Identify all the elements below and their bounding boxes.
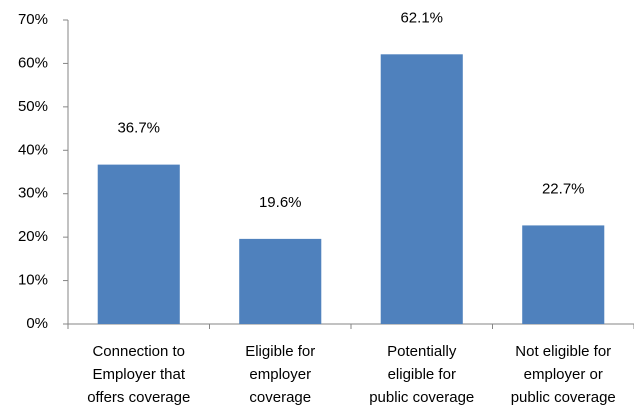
data-label: 19.6%: [259, 194, 302, 211]
bar: [97, 164, 180, 324]
y-tick-label: 10%: [18, 272, 48, 289]
bar: [522, 225, 605, 324]
bar: [239, 238, 322, 324]
x-tick-label: Not eligible for employer or public covera…: [511, 343, 616, 406]
y-tick-label: 20%: [18, 228, 48, 245]
y-tick-label: 0%: [26, 315, 48, 332]
y-tick-label: 40%: [18, 141, 48, 158]
x-tick-label: Eligible for employer coverage: [245, 343, 315, 406]
data-label: 36.7%: [117, 120, 160, 137]
data-label: 22.7%: [542, 180, 585, 197]
y-tick-label: 50%: [18, 98, 48, 115]
y-tick-label: 30%: [18, 185, 48, 202]
y-tick-label: 60%: [18, 54, 48, 71]
x-tick-label: Connection to Employer that offers coverag…: [87, 343, 190, 406]
data-label: 62.1%: [400, 9, 443, 26]
bar: [380, 54, 463, 325]
y-tick-label: 70%: [18, 11, 48, 28]
x-tick-label: Potentially eligible for public coverage: [369, 343, 474, 406]
